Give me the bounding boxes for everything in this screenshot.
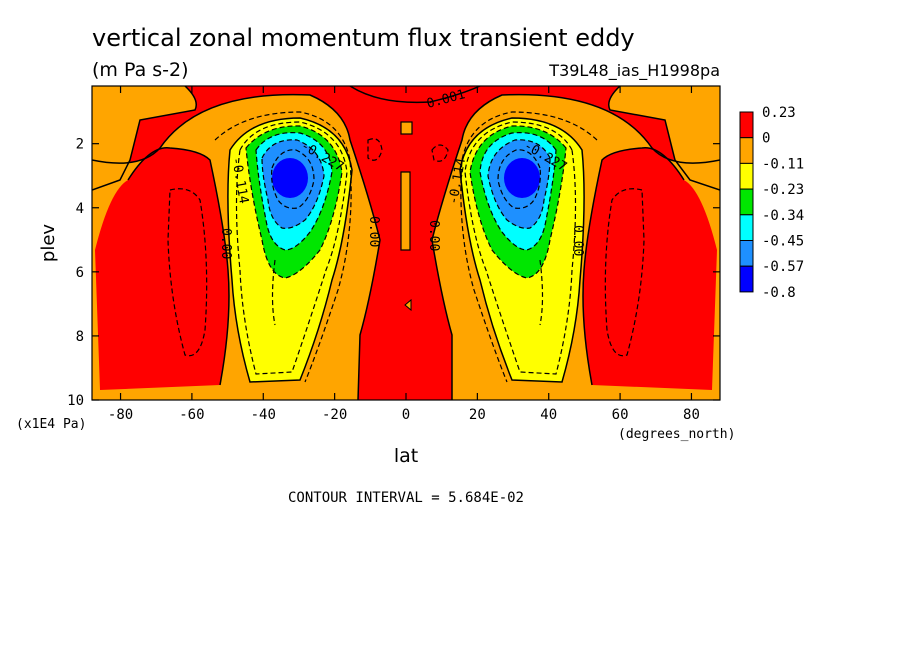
y-tick-label: 8 <box>76 329 84 345</box>
x-tick-label: -40 <box>251 407 276 423</box>
x-tick-label: 0 <box>402 407 410 423</box>
colorbar-label: 0.23 <box>762 105 796 121</box>
dashed-contours <box>167 111 645 383</box>
contour-label: 0.00 <box>366 216 381 247</box>
blue-core-right <box>504 158 540 198</box>
equator-small-box <box>400 121 413 135</box>
colorbar-label: -0.23 <box>762 182 804 198</box>
colorbar-swatch <box>739 265 754 293</box>
colorbar-swatch <box>739 214 754 242</box>
colorbar-label: -0.11 <box>762 156 804 172</box>
colorbar-legend: 0.23 0 -0.11 -0.23 -0.34 -0.45 -0.57 -0.8 <box>739 105 804 301</box>
colorbar-swatch <box>739 162 754 190</box>
chart-title: vertical zonal momentum flux transient e… <box>92 24 635 52</box>
equator-orange-strip <box>400 171 411 251</box>
x-axis: -80 -60 -40 -20 0 20 40 60 80 <box>108 86 700 423</box>
colorbar-swatch <box>739 240 754 267</box>
colorbar-label: -0.8 <box>762 285 796 301</box>
contour-field <box>92 86 720 400</box>
colorbar-swatch <box>739 111 754 139</box>
colorbar-swatch <box>739 188 754 216</box>
x-tick-label: 40 <box>540 407 557 423</box>
units-label: (m Pa s-2) <box>92 59 189 81</box>
x-tick-label: 20 <box>469 407 486 423</box>
x-tick-label: 80 <box>683 407 700 423</box>
contour-label: 0.00 <box>426 220 441 251</box>
contour-label: 0.00 <box>218 228 233 259</box>
x-tick-label: -60 <box>179 407 204 423</box>
x-axis-label: lat <box>394 445 418 467</box>
y-units-label: (x1E4 Pa) <box>16 417 86 432</box>
contour-label: 0.00 <box>570 225 585 256</box>
colorbar-swatch <box>739 137 754 164</box>
colorbar-label: -0.45 <box>762 234 804 250</box>
red-blob-right <box>583 147 717 390</box>
dataset-label: T39L48_ias_H1998pa <box>548 61 720 81</box>
x-tick-label: -20 <box>322 407 347 423</box>
colorbar-label: 0 <box>762 131 770 147</box>
y-tick-label: 6 <box>76 265 84 281</box>
y-axis-label: plev <box>38 224 59 263</box>
x-units-label: (degrees_north) <box>618 427 735 442</box>
colorbar-label: -0.57 <box>762 259 804 275</box>
y-axis: 2 4 6 8 10 <box>67 137 720 409</box>
solid-contours <box>92 86 720 400</box>
equator-small-triangle <box>404 298 412 312</box>
colorbar-label: -0.34 <box>762 208 804 224</box>
y-tick-label: 10 <box>67 393 84 409</box>
blue-core-left <box>272 158 308 198</box>
red-blob-left <box>95 147 229 390</box>
contour-interval: CONTOUR INTERVAL = 5.684E-02 <box>288 490 524 506</box>
y-tick-label: 2 <box>76 137 84 153</box>
x-tick-label: -80 <box>108 407 133 423</box>
x-tick-label: 60 <box>612 407 629 423</box>
y-tick-label: 4 <box>76 201 84 217</box>
